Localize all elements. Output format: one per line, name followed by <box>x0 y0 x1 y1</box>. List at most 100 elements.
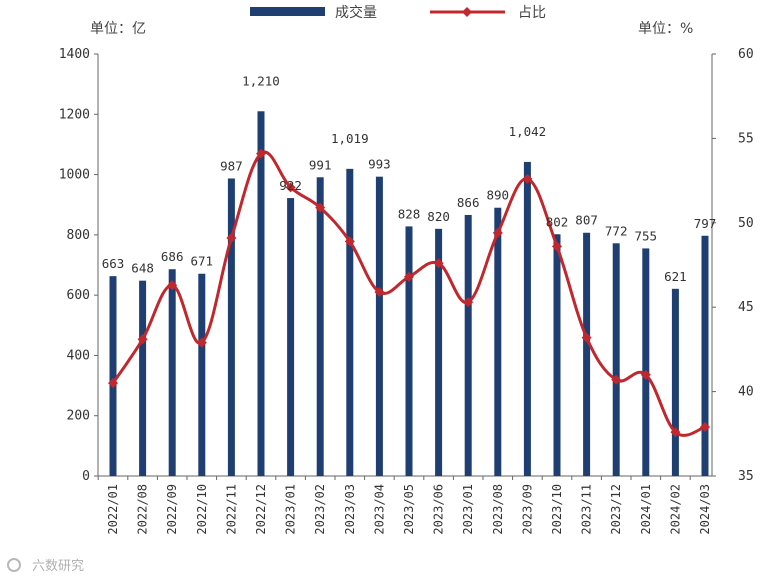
bar-data-label: 890 <box>487 188 510 203</box>
bar <box>464 214 472 476</box>
bar-data-labels: 663 648 686 671 987 1,210 922 991 1,019 993 828 820… <box>102 73 717 284</box>
bar <box>435 228 443 476</box>
bar-data-label: 807 <box>575 213 598 228</box>
line-point <box>196 337 207 348</box>
x-axis-tick-label: 2023/12 <box>609 484 623 535</box>
x-axis-tick-label: 2022/10 <box>195 484 209 535</box>
bar-data-label: 866 <box>457 195 480 210</box>
legend-bar-label: 成交量 <box>335 4 377 21</box>
right-axis-unit: 单位：% <box>638 21 693 37</box>
bar <box>405 226 413 476</box>
bar-data-label: 755 <box>635 228 658 243</box>
line-point <box>433 258 444 269</box>
bar-data-label: 648 <box>131 261 154 276</box>
line-point <box>700 422 710 433</box>
watermark: 六数研究 <box>7 558 84 574</box>
x-axis-tick-label: 2023/03 <box>343 484 357 535</box>
x-axis-tick-label: 2023/09 <box>520 484 534 535</box>
bar-data-label: 797 <box>694 216 717 231</box>
line-point <box>256 148 266 159</box>
bar-data-label: 671 <box>191 254 214 269</box>
right-axis-tick-label: 40 <box>738 385 754 400</box>
legend-bar-swatch <box>250 7 325 16</box>
bar <box>671 288 679 476</box>
right-axis-tick-label: 60 <box>738 47 754 62</box>
line-point <box>167 280 178 291</box>
line-point <box>522 173 533 184</box>
bar <box>139 280 147 476</box>
bar-data-label: 820 <box>427 209 450 224</box>
bar-data-label: 922 <box>279 178 302 193</box>
right-axis: 35 40 45 50 55 60 <box>711 47 754 484</box>
x-axis-tick-label: 2023/11 <box>580 484 594 535</box>
x-axis-tick-label: 2023/04 <box>372 484 386 535</box>
x-axis-tick-label: 2023/10 <box>550 484 564 535</box>
right-axis-tick-label: 50 <box>738 216 754 231</box>
left-axis-unit: 单位：亿 <box>90 21 146 37</box>
line-point <box>640 369 651 380</box>
bar-data-label: 1,042 <box>509 124 547 139</box>
legend: 成交量 占比 <box>250 4 546 21</box>
bar-data-label: 1,210 <box>242 73 280 88</box>
bar <box>583 232 591 476</box>
x-axis-tick-label: 2023/01 <box>461 484 475 535</box>
line-point <box>315 202 326 213</box>
watermark-logo-icon <box>7 558 21 572</box>
bar-data-label: 663 <box>102 256 125 271</box>
bar-series <box>109 111 709 477</box>
bar-data-label: 772 <box>605 223 628 238</box>
bar <box>701 235 709 476</box>
line-point <box>463 297 474 308</box>
line-point <box>285 182 296 193</box>
bar-data-label: 621 <box>664 269 687 284</box>
line-point <box>344 236 355 247</box>
right-axis-tick-label: 55 <box>738 131 754 146</box>
x-axis-tick-label: 2022/08 <box>136 484 150 535</box>
bar <box>642 248 650 476</box>
line-point <box>137 334 148 345</box>
left-axis-tick-label: 0 <box>82 469 90 484</box>
x-axis-tick-label: 2023/01 <box>284 484 298 535</box>
x-axis-tick-label: 2022/11 <box>224 484 238 535</box>
line-point <box>670 427 681 438</box>
bar-data-label: 991 <box>309 157 332 172</box>
x-axis-tick-label: 2024/02 <box>668 484 682 535</box>
bar <box>612 243 620 476</box>
x-axis-tick-label: 2023/08 <box>491 484 505 535</box>
line-point <box>492 227 503 238</box>
x-axis-tick-label: 2022/09 <box>165 484 179 535</box>
x-axis-tick-label: 2022/12 <box>254 484 268 535</box>
bar-data-label: 802 <box>546 214 569 229</box>
bar <box>227 178 235 477</box>
bar <box>109 276 117 476</box>
x-axis-tick-label: 2024/01 <box>639 484 653 535</box>
right-axis-tick-label: 45 <box>738 300 754 315</box>
line-point <box>581 332 592 343</box>
bar <box>346 168 354 476</box>
bar <box>553 234 561 476</box>
left-axis-tick-label: 1400 <box>59 47 90 62</box>
line-point <box>226 232 237 243</box>
bar-data-label: 1,019 <box>331 131 369 146</box>
bar-data-label: 686 <box>161 249 184 264</box>
bar <box>375 176 383 476</box>
x-axis-tick-label: 2023/06 <box>432 484 446 535</box>
left-axis-tick-label: 1200 <box>59 107 90 122</box>
left-axis-tick-label: 400 <box>67 348 90 363</box>
bar-data-label: 993 <box>368 157 391 172</box>
bar <box>287 198 295 476</box>
line-point <box>374 287 385 298</box>
left-axis-tick-label: 1000 <box>59 168 90 183</box>
line-point <box>611 374 622 385</box>
legend-line-marker <box>462 7 472 17</box>
line-point <box>108 378 118 389</box>
bar-data-label: 828 <box>398 206 421 221</box>
bar <box>257 111 265 477</box>
left-axis: 0 200 400 600 800 1000 1200 1400 <box>59 47 99 484</box>
x-axis-tick-label: 2023/05 <box>402 484 416 535</box>
x-axis-tick-label: 2022/01 <box>106 484 120 535</box>
watermark-text: 六数研究 <box>32 559 84 574</box>
left-axis-tick-label: 200 <box>67 409 90 424</box>
line-series <box>108 148 710 438</box>
